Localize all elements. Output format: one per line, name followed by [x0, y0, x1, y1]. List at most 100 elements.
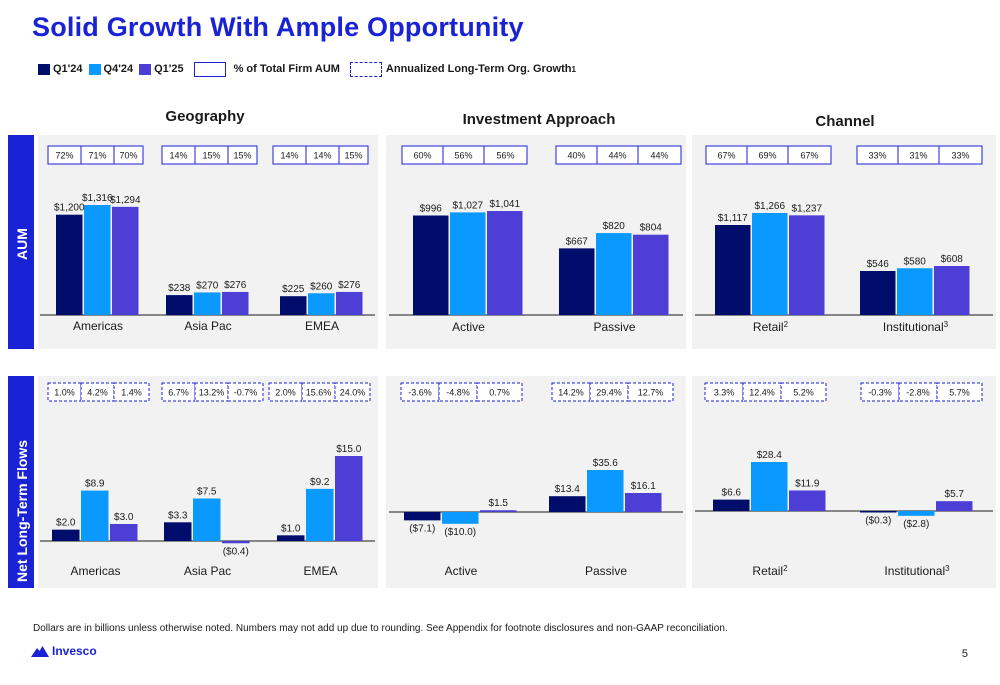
logo-text: Invesco	[52, 644, 97, 658]
pct-label-c1-g0-b2: 56%	[496, 151, 514, 161]
category-label-c1-g1: Passive	[593, 320, 635, 334]
pct-label-c0-g1-b2: 15%	[233, 151, 251, 161]
bar-c1-g0-s1	[450, 212, 486, 315]
bar-c5-g1-s0	[860, 511, 897, 513]
category-label-c2-g1: Institutional3	[883, 320, 949, 334]
pct-label-c0-g0-b0: 72%	[55, 151, 73, 161]
data-label-c0-g1-s0: $238	[168, 283, 191, 294]
data-label-c4-g0-s2: $1.5	[489, 498, 509, 509]
data-label-c1-g1-s0: $667	[566, 236, 589, 247]
bar-c5-g1-s1	[898, 511, 935, 516]
column-title-investment-approach: Investment Approach	[462, 111, 616, 128]
legend-swatch-q4-24	[88, 63, 101, 75]
pct-label-c0-g1-b1: 15%	[202, 151, 220, 161]
pct-label-c3-g1-b1: 13.2%	[199, 388, 225, 398]
legend-item-q1-25: Q1'25	[139, 63, 184, 75]
data-label-c0-g2-s0: $225	[282, 284, 305, 295]
data-label-c5-g0-s0: $6.6	[722, 488, 742, 499]
pct-label-c0-g2-b1: 14%	[313, 151, 331, 161]
pct-box-c1-g0-b2	[483, 145, 528, 165]
pct-label-c2-g1-b2: 33%	[951, 151, 969, 161]
bar-c3-g2-s1	[306, 488, 334, 541]
data-label-c0-g2-s2: $276	[338, 280, 361, 291]
pct-label-c2-g0-b1: 69%	[758, 151, 776, 161]
data-label-c0-g1-s1: $270	[196, 280, 219, 291]
pct-label-c3-g0-b2: 1.4%	[121, 388, 142, 398]
bar-c5-g0-s2	[789, 490, 826, 511]
category-label-c0-g2: EMEA	[305, 319, 339, 333]
page-number: 5	[961, 648, 968, 660]
pct-label-c2-g0-b0: 67%	[717, 151, 735, 161]
data-label-c0-g1-s2: $276	[224, 280, 247, 291]
data-label-c3-g1-s0: $3.3	[168, 510, 188, 521]
pct-label-c3-g1-b2: -0.7%	[234, 388, 258, 398]
bar-c1-g0-s0	[413, 215, 449, 315]
pct-label-c5-g0-b1: 12.4%	[749, 388, 775, 398]
panel-flows-geography	[38, 376, 378, 588]
pct-label-c3-g0-b0: 1.0%	[54, 388, 75, 398]
pct-label-c4-g0-b1: -4.8%	[446, 388, 470, 398]
pct-box-c5-g0-b2	[780, 382, 827, 402]
data-label-c1-g0-s0: $996	[420, 203, 443, 214]
bar-c0-g0-s2	[112, 206, 139, 315]
bar-c3-g2-s0	[277, 535, 305, 541]
data-label-c0-g2-s1: $260	[310, 281, 333, 292]
bar-c3-g1-s1	[193, 498, 221, 541]
bar-c1-g1-s0	[559, 248, 595, 315]
bar-c0-g2-s2	[336, 291, 363, 315]
data-label-c3-g0-s2: $3.0	[114, 512, 134, 523]
pct-box-c5-g1-b2	[936, 382, 983, 402]
data-label-c0-g0-s1: $1,316	[82, 193, 113, 204]
pct-label-c5-g1-b1: -2.8%	[906, 388, 930, 398]
pct-label-c4-g0-b0: -3.6%	[408, 388, 432, 398]
column-title-channel: Channel	[815, 113, 875, 130]
data-label-c5-g0-s2: $11.9	[795, 478, 820, 489]
pct-box-c0-g1-b2	[227, 145, 258, 165]
pct-box-c3-g2-b2	[334, 382, 371, 402]
pct-box-c0-g0-b2	[113, 145, 144, 165]
legend-label-growth-footnote: 1	[571, 64, 576, 74]
data-label-c5-g1-s2: $5.7	[945, 489, 965, 500]
data-label-c4-g1-s1: $35.6	[593, 458, 618, 469]
row-band-aum: AUM	[8, 135, 34, 349]
pct-box-c1-g1-b2	[637, 145, 682, 165]
panel-flows-investment-approach	[386, 376, 686, 588]
category-label-c3-g0: Americas	[70, 564, 120, 578]
category-label-c1-g0: Active	[452, 320, 485, 334]
category-label-c5-g1: Institutional3	[884, 564, 950, 578]
pct-label-c4-g1-b1: 29.4%	[596, 388, 622, 398]
pct-label-c1-g0-b1: 56%	[454, 151, 472, 161]
data-label-c2-g0-s0: $1,117	[718, 213, 748, 224]
bar-c4-g1-s1	[587, 470, 624, 512]
legend-label-q1-24: Q1'24	[53, 63, 83, 75]
column-title-geography: Geography	[165, 108, 245, 125]
bar-c4-g1-s2	[625, 493, 662, 512]
bar-c2-g0-s0	[715, 225, 751, 315]
category-label-c4-g1: Passive	[585, 564, 627, 578]
pct-label-c3-g2-b0: 2.0%	[275, 388, 296, 398]
pct-label-c0-g1-b0: 14%	[169, 151, 187, 161]
bar-c0-g1-s0	[166, 295, 193, 315]
legend-swatch-q1-25	[139, 63, 152, 75]
data-label-c5-g1-s0: ($0.3)	[865, 516, 891, 527]
chart-legend: Q1'24 Q4'24 Q1'25 % of Total Firm AUM An…	[38, 60, 576, 78]
pct-box-c3-g0-b2	[113, 382, 150, 402]
mountain-logo-icon	[31, 646, 49, 657]
bar-c3-g0-s1	[81, 490, 109, 541]
data-label-c2-g1-s0: $546	[867, 259, 890, 270]
bar-c4-g0-s1	[442, 512, 479, 524]
pct-label-c3-g0-b1: 4.2%	[87, 388, 108, 398]
legend-swatch-q1-24	[38, 63, 50, 75]
pct-label-c0-g2-b0: 14%	[280, 151, 298, 161]
data-label-c3-g2-s2: $15.0	[336, 444, 361, 455]
data-label-c5-g0-s1: $28.4	[757, 450, 782, 461]
category-label-c3-g2: EMEA	[303, 564, 337, 578]
data-label-c0-g0-s0: $1,200	[54, 203, 85, 214]
legend-swatch-firm-aum-box	[193, 61, 226, 77]
pct-box-c4-g0-b2	[476, 382, 523, 402]
data-label-c3-g1-s1: $7.5	[197, 487, 217, 498]
bar-c2-g1-s2	[934, 266, 970, 315]
data-label-c2-g1-s2: $608	[941, 254, 964, 265]
legend-label-q4-24: Q4'24	[103, 63, 134, 75]
data-label-c4-g0-s0: ($7.1)	[409, 523, 435, 534]
